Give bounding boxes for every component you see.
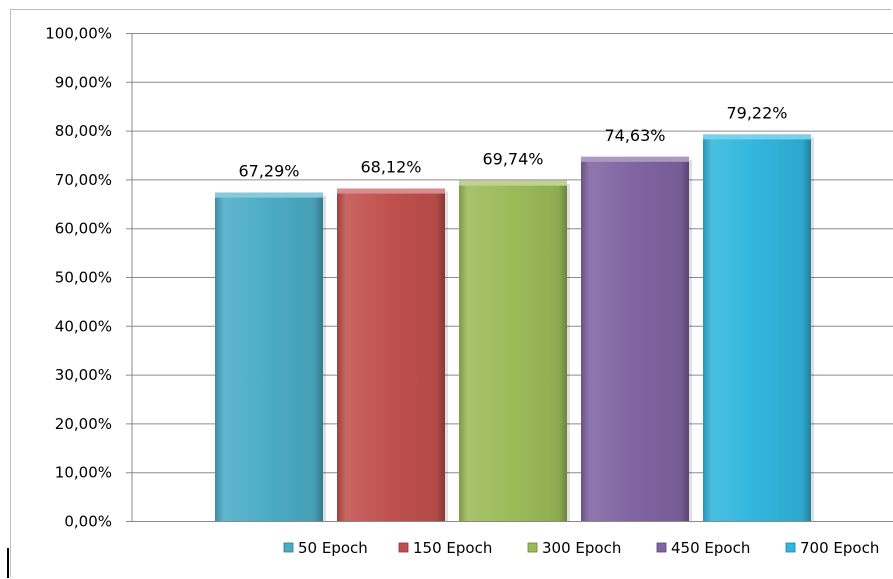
legend-swatch <box>527 542 538 553</box>
legend-label: 150 Epoch <box>413 539 492 557</box>
bar-450-epoch <box>581 156 689 521</box>
bars <box>215 134 814 521</box>
legend-label: 50 Epoch <box>298 539 368 557</box>
legend-swatch <box>398 542 409 553</box>
data-label: 69,74% <box>482 150 543 169</box>
y-tick-label: 20,00% <box>55 415 112 433</box>
legend-label: 300 Epoch <box>542 539 621 557</box>
y-tick-label: 60,00% <box>55 220 112 238</box>
legend-label: 450 Epoch <box>671 539 750 557</box>
bar-50-epoch <box>215 192 323 521</box>
y-tick-label: 0,00% <box>64 513 112 531</box>
data-label: 74,63% <box>604 126 665 145</box>
bar-top-bevel <box>581 156 689 162</box>
legend-swatch <box>785 542 796 553</box>
legend-swatch <box>656 542 667 553</box>
data-label: 79,22% <box>726 103 787 122</box>
bar-top-bevel <box>459 180 567 186</box>
bar-top-bevel <box>337 188 445 194</box>
y-tick-label: 40,00% <box>55 317 112 335</box>
legend-label: 700 Epoch <box>800 539 879 557</box>
y-tick-label: 70,00% <box>55 171 112 189</box>
bar-300-epoch <box>459 180 567 521</box>
y-tick-label: 100,00% <box>45 25 112 43</box>
y-tick-label: 50,00% <box>55 269 112 287</box>
bar-700-epoch <box>703 134 811 521</box>
data-labels: 67,29% 68,12% 69,74% 74,63% 79,22% <box>238 103 787 180</box>
y-tick-label: 90,00% <box>55 73 112 91</box>
legend: 50 Epoch 150 Epoch 300 Epoch 450 Epoch 700 E… <box>283 539 879 557</box>
bar-top-bevel <box>703 134 811 140</box>
bar-top-bevel <box>215 192 323 198</box>
data-label: 67,29% <box>238 162 299 181</box>
y-tick-label: 10,00% <box>55 464 112 482</box>
y-axis: 0,00% 10,00% 20,00% 30,00% 40,00% 50,00% 60,00… <box>45 25 133 531</box>
y-tick-label: 80,00% <box>55 122 112 140</box>
data-label: 68,12% <box>360 158 421 177</box>
bar-150-epoch <box>337 188 445 521</box>
legend-swatch <box>283 542 294 553</box>
y-tick-label: 30,00% <box>55 366 112 384</box>
window-edge-mark <box>7 548 9 578</box>
chart-frame <box>10 9 891 577</box>
